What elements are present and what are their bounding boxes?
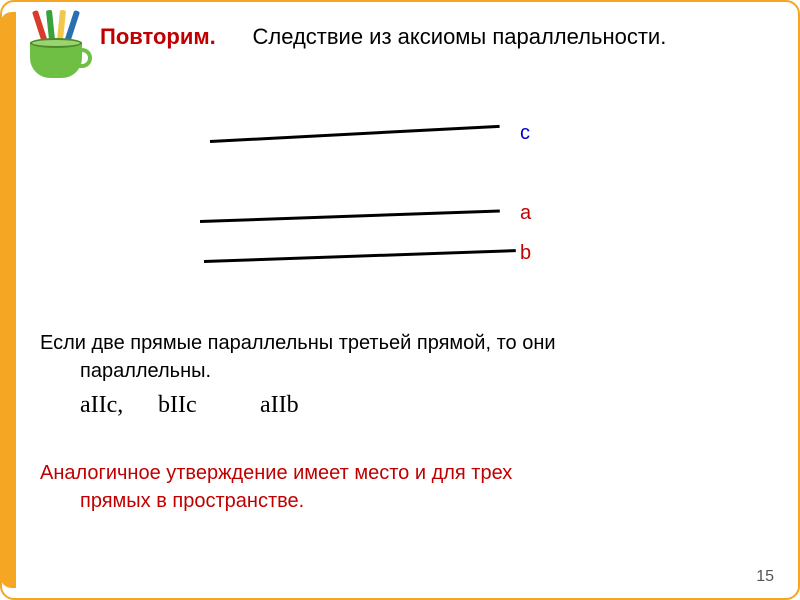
note-line-1: Аналогичное утверждение имеет место и дл… <box>40 460 512 487</box>
formula-b-par-c: bIIс <box>158 392 197 419</box>
formula-a-par-c: aIIс, <box>80 392 123 419</box>
pencil-cup-icon <box>22 8 92 86</box>
label-a: a <box>520 202 531 225</box>
line-c <box>210 125 500 143</box>
theorem-line-1: Если две прямые параллельны третьей прям… <box>40 330 556 357</box>
title-right: Следствие из аксиомы параллельности. <box>252 24 666 49</box>
page-number: 15 <box>756 568 774 586</box>
label-c: с <box>520 122 530 145</box>
left-accent-bar <box>0 12 16 588</box>
parallel-lines-diagram: с a b <box>180 110 600 300</box>
note-line-2: прямых в пространстве. <box>80 488 304 515</box>
title-left: Повторим. <box>100 24 216 49</box>
label-b: b <box>520 242 531 265</box>
theorem-line-2: параллельны. <box>80 358 211 385</box>
line-b <box>204 249 516 263</box>
formula-a-par-b: aIIb <box>260 392 299 419</box>
line-a <box>200 210 500 223</box>
title-row: Повторим. Следствие из аксиомы параллель… <box>100 24 666 50</box>
cup-rim-icon <box>30 38 82 48</box>
cup-handle-icon <box>78 48 92 68</box>
